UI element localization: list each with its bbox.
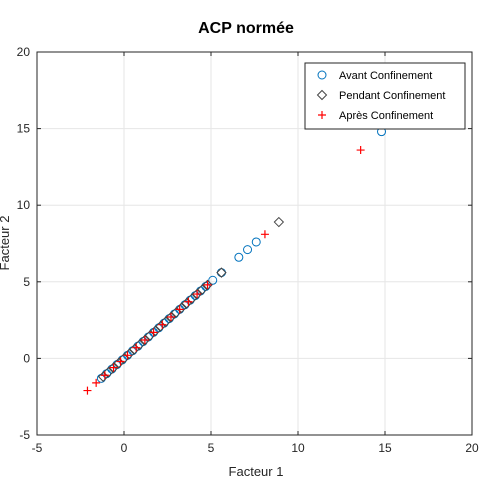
data-point [181,298,192,309]
data-point [184,297,193,306]
data-point [273,216,285,228]
x-tick-label: 15 [378,441,392,455]
legend-label: Pendant Confinement [339,90,445,102]
data-point [109,363,118,372]
series-1 [97,216,285,382]
x-tick-label: 5 [208,441,215,455]
y-tick-label: 0 [23,351,30,365]
data-point [164,314,174,324]
y-axis-label: Facteur 2 [0,216,12,271]
data-point [201,281,211,291]
data-points [83,127,387,395]
data-point [158,320,167,329]
data-point [108,362,119,373]
x-tick-label: 10 [291,441,305,455]
legend-marker [316,89,328,101]
data-point [155,321,166,332]
y-tick-label: 15 [17,122,31,136]
data-point [356,146,365,155]
data-point [260,230,269,239]
data-point [176,302,187,314]
data-point [216,267,227,278]
y-tick-label: -5 [19,428,30,442]
data-point [175,305,184,314]
axes [36,51,473,436]
data-point [186,293,198,304]
series-2 [83,146,365,395]
y-tick-labels: -5 0 5 10 15 20 [17,45,31,442]
data-point [185,295,195,305]
data-point [102,369,112,379]
legend-entry: Avant Confinement [317,70,432,82]
legend-marker [317,70,327,80]
y-tick-label: 10 [17,198,31,212]
data-point [138,337,148,347]
data-point [190,291,200,301]
data-point [132,343,141,352]
x-tick-labels: -5 0 5 10 15 20 [32,441,479,455]
data-point [100,371,109,380]
data-point [116,357,125,366]
legend-label: Avant Confinement [339,70,432,82]
data-point [134,339,145,350]
data-point [103,366,114,378]
data-point [193,290,202,299]
data-point [139,334,151,346]
chart-title: ACP normée [198,20,294,37]
y-tick-label: 20 [17,45,31,59]
data-point [202,279,213,291]
data-point [243,245,253,255]
data-point [166,313,175,322]
data-point [129,344,140,355]
data-point [140,336,149,345]
data-point [133,341,143,351]
data-point [165,311,177,323]
data-point [150,325,161,337]
data-point [203,280,212,289]
y-tick-label: 5 [23,275,30,289]
legend-entry: Pendant Confinement [316,89,445,102]
x-tick-label: 0 [121,441,128,455]
x-tick-label: 20 [465,441,479,455]
data-point [113,357,124,369]
data-point [191,288,203,300]
series-0 [96,127,387,383]
data-point [234,252,244,262]
data-point [107,364,117,374]
data-point [124,348,135,360]
data-point [97,371,109,382]
data-point [92,378,101,387]
legend-label: Après Confinement [339,110,433,122]
data-point [149,328,158,337]
data-point [208,275,218,285]
legend-marker [318,111,326,119]
data-point [160,316,171,327]
data-point [83,386,92,395]
plot-frame [36,51,473,436]
data-point [159,318,169,328]
legend: Avant Confinement Pendant Confinement Aprè… [304,62,466,130]
legend-entry: Après Confinement [318,110,433,122]
x-tick-label: -5 [32,441,43,455]
data-point [123,351,132,360]
legend-box [304,62,466,130]
data-point [197,284,208,295]
data-point [251,237,261,247]
x-axis-label: Facteur 1 [229,464,284,479]
data-point [117,355,127,365]
data-point [216,268,226,278]
